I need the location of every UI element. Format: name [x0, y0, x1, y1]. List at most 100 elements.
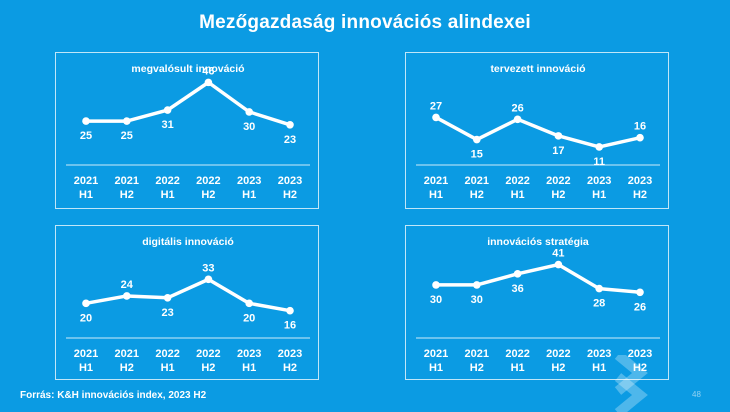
data-label: 23 [161, 307, 173, 319]
x-tick-label-year: 2021 [465, 175, 489, 187]
data-point [82, 299, 90, 308]
x-tick-label-half: H1 [242, 362, 256, 374]
chart-panel-megvalosult: megvalósult innováció 25 25 31 46 30 23 2021 H1 2… [55, 52, 319, 209]
data-label: 30 [243, 121, 255, 133]
series-line [436, 262, 641, 295]
x-tick-label-year: 2021 [74, 175, 98, 187]
data-point [595, 143, 603, 151]
chart-title: innovációs stratégia [487, 236, 589, 248]
chart-title: tervezett innováció [490, 63, 585, 75]
data-point [432, 281, 440, 289]
data-point [286, 306, 294, 315]
chart-svg-strategia: innovációs stratégia 30 30 36 41 28 26 2021 H1 20… [416, 236, 660, 374]
x-tick-label-year: 2021 [115, 348, 139, 360]
data-point [123, 292, 131, 300]
data-point [245, 299, 253, 308]
x-tick-label-half: H2 [201, 362, 215, 374]
x-tick-label-half: H2 [120, 362, 134, 374]
data-label: 23 [284, 134, 296, 146]
x-tick-label-half: H1 [79, 362, 93, 374]
data-point [163, 294, 172, 302]
x-tick-label-half: H1 [592, 362, 606, 374]
x-tick-label-year: 2023 [278, 348, 302, 360]
data-point [245, 108, 253, 116]
data-point [473, 135, 481, 144]
x-tick-label-half: H2 [470, 189, 484, 201]
data-point [513, 270, 522, 278]
x-tick-label-year: 2022 [505, 175, 529, 187]
data-label: 25 [121, 130, 133, 142]
chart-svg-digitalis: digitális innováció 20 24 23 33 20 16 2021 H1 202… [66, 236, 310, 374]
x-tick-label-half: H2 [120, 189, 134, 201]
data-label: 16 [284, 320, 296, 332]
chart-panel-tervezett: tervezett innováció 27 15 26 17 11 16 2021 H1 202… [405, 52, 669, 209]
data-point [432, 113, 440, 122]
data-point [204, 78, 213, 87]
x-tick-label-half: H1 [79, 189, 93, 201]
x-tick-label-half: H1 [511, 189, 525, 201]
data-point [636, 288, 644, 297]
chevron-decoration-icon [614, 355, 648, 412]
x-tick-label-half: H1 [242, 189, 256, 201]
chart-title: digitális innováció [142, 236, 234, 248]
x-tick-label-year: 2023 [587, 175, 611, 187]
x-tick-label-half: H1 [429, 362, 443, 374]
data-label: 36 [511, 283, 523, 295]
source-note: Forrás: K&H innovációs index, 2023 H2 [20, 390, 207, 401]
data-label: 17 [552, 145, 564, 157]
data-label: 30 [471, 294, 483, 306]
x-tick-label-year: 2021 [424, 348, 448, 360]
data-label: 46 [202, 65, 214, 77]
x-tick-label-half: H1 [511, 362, 525, 374]
x-tick-label-year: 2021 [74, 348, 98, 360]
data-label: 16 [634, 121, 646, 133]
data-label: 15 [471, 149, 483, 161]
page-number: 48 [692, 390, 701, 399]
series-line [86, 80, 291, 127]
x-tick-label-half: H2 [551, 362, 565, 374]
data-point [163, 106, 172, 114]
x-tick-label-half: H1 [429, 189, 443, 201]
x-tick-label-half: H1 [161, 189, 175, 201]
x-tick-label-year: 2023 [237, 348, 261, 360]
data-label: 30 [430, 294, 442, 306]
x-tick-label-half: H1 [592, 189, 606, 201]
x-tick-label-year: 2021 [115, 175, 139, 187]
data-point [286, 121, 294, 129]
x-tick-label-year: 2022 [546, 175, 570, 187]
data-label: 20 [80, 312, 92, 324]
x-tick-label-year: 2021 [424, 175, 448, 187]
x-tick-label-year: 2023 [628, 175, 652, 187]
series-line [435, 115, 641, 149]
x-tick-label-half: H2 [633, 362, 647, 374]
x-tick-label-year: 2022 [155, 348, 179, 360]
series-line [85, 277, 291, 313]
x-tick-label-half: H1 [161, 362, 175, 374]
page-title: Mezőgazdaság innovációs alindexei [199, 12, 531, 33]
data-point [82, 117, 90, 125]
data-point [636, 133, 644, 142]
data-label: 26 [634, 301, 646, 313]
data-label: 20 [243, 312, 255, 324]
data-label: 28 [593, 298, 605, 310]
x-tick-label-year: 2022 [505, 348, 529, 360]
x-tick-label-year: 2023 [587, 348, 611, 360]
x-tick-label-year: 2023 [237, 175, 261, 187]
data-point [123, 117, 131, 125]
x-tick-label-half: H2 [201, 189, 215, 201]
data-label: 25 [80, 130, 92, 142]
x-tick-label-half: H2 [633, 189, 647, 201]
x-tick-label-half: H2 [283, 189, 297, 201]
data-point [204, 275, 213, 284]
chart-title: megvalósult innováció [131, 63, 244, 75]
x-tick-label-year: 2022 [196, 348, 220, 360]
x-tick-label-year: 2023 [628, 348, 652, 360]
x-tick-label-half: H2 [470, 362, 484, 374]
data-point [554, 260, 563, 269]
x-tick-label-year: 2022 [155, 175, 179, 187]
data-label: 11 [593, 156, 605, 168]
chart-svg-tervezett: tervezett innováció 27 15 26 17 11 16 2021 H1 202… [416, 63, 660, 201]
data-point [473, 281, 481, 289]
data-point [554, 132, 563, 140]
data-label: 41 [552, 248, 564, 260]
